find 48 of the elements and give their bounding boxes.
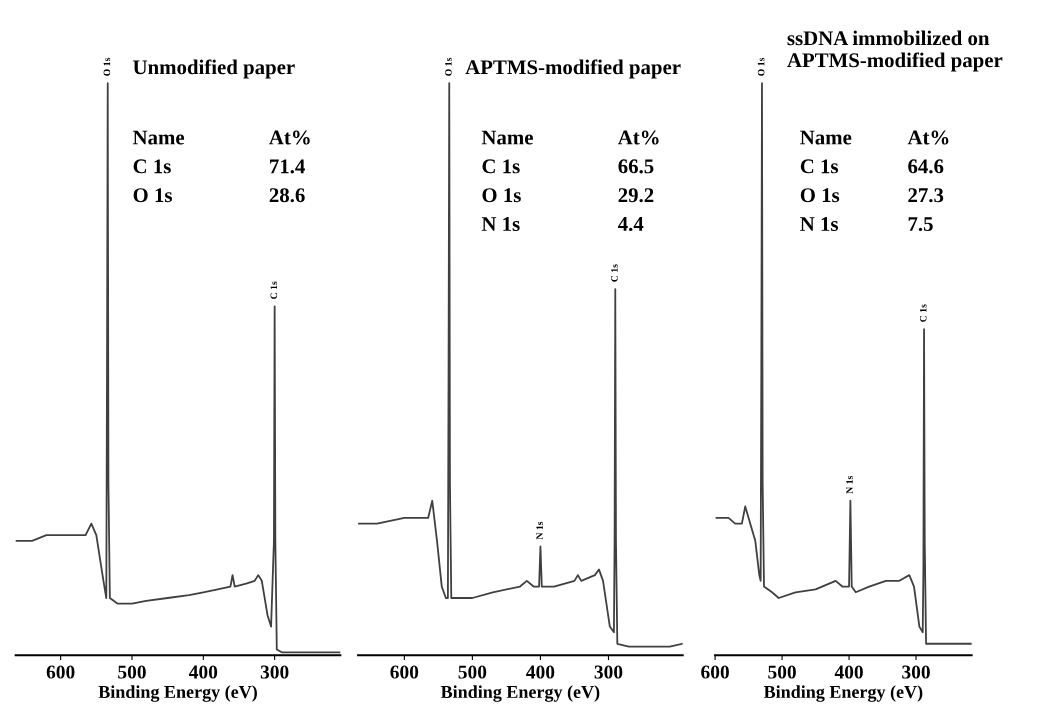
annotation: N 1s xyxy=(846,475,853,494)
annotation: Name xyxy=(132,130,185,145)
annotation: 7.5 xyxy=(908,217,933,232)
x-tick-label: 400 xyxy=(526,665,555,679)
chart-title: ssDNA immobilized on APTMS-modified paper xyxy=(787,30,1003,72)
x-axis-title: Binding Energy (eV) xyxy=(763,685,923,702)
annotation: Name xyxy=(800,130,852,145)
annotation: 27.3 xyxy=(908,188,944,203)
annotation: O 1s xyxy=(757,57,765,76)
annotation: 66.5 xyxy=(618,159,654,174)
annotation: C 1s xyxy=(133,159,171,174)
x-tick-label: 300 xyxy=(260,665,289,679)
annotation: 71.4 xyxy=(270,159,305,174)
annotation: N 1s xyxy=(800,217,839,232)
x-tick-label: 600 xyxy=(701,665,729,679)
x-axis-title: Binding Energy (eV) xyxy=(440,685,600,702)
annotation: Name xyxy=(481,130,533,145)
annotation: C 1s xyxy=(611,264,618,282)
annotation: N 1s xyxy=(536,521,543,540)
x-tick-label: 400 xyxy=(189,665,218,679)
x-tick-label: 600 xyxy=(390,665,419,679)
x-axis-title: Binding Energy (eV) xyxy=(98,685,257,702)
x-tick-label: 600 xyxy=(46,665,75,679)
chart-title: Unmodified paper xyxy=(133,59,295,79)
annotation: C 1s xyxy=(482,159,520,174)
annotation: 29.2 xyxy=(618,188,654,203)
annotation: 64.6 xyxy=(908,159,944,174)
x-tick-label: 500 xyxy=(118,665,146,679)
x-tick-label: 300 xyxy=(594,665,623,679)
x-tick-label: 500 xyxy=(458,665,487,679)
annotation: At% xyxy=(269,130,310,145)
annotation: N 1s xyxy=(481,217,520,232)
x-tick-label: 400 xyxy=(834,665,863,679)
annotation: At% xyxy=(617,130,659,145)
annotation: O 1s xyxy=(482,188,521,203)
annotation: 4.4 xyxy=(618,217,644,232)
annotation: O 1s xyxy=(133,188,172,203)
annotation: C 1s xyxy=(800,159,839,174)
annotation: O 1s xyxy=(445,57,452,76)
annotation: O 1s xyxy=(800,188,840,203)
annotation: C 1s xyxy=(919,304,927,322)
annotation: C 1s xyxy=(270,281,278,299)
x-tick-label: 500 xyxy=(768,665,796,679)
annotation: At% xyxy=(907,130,949,145)
chart-title: APTMS-modified paper xyxy=(465,59,681,79)
annotation: 28.6 xyxy=(269,188,305,203)
annotation: O 1s xyxy=(103,57,111,76)
x-tick-label: 300 xyxy=(902,665,930,679)
